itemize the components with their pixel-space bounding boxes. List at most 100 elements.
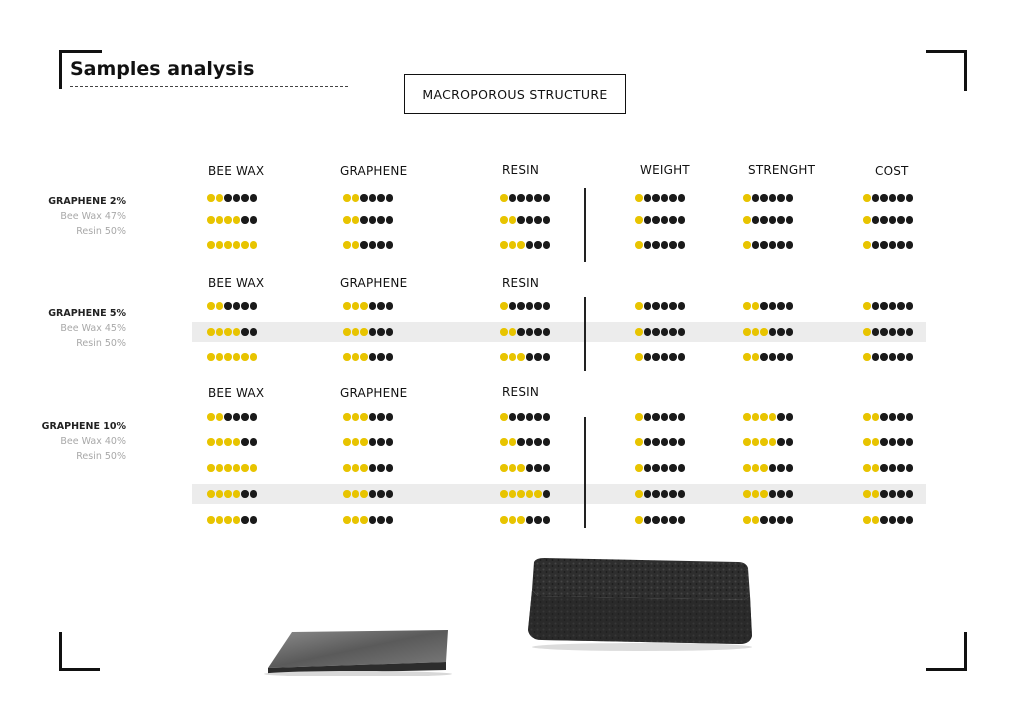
rating-dot-empty	[525, 413, 533, 421]
rating-dot-empty	[652, 413, 660, 421]
rating-dot-empty	[751, 241, 759, 249]
rating-dot-filled	[351, 194, 359, 202]
rating-dot-empty	[888, 216, 896, 224]
rating-dot-empty	[768, 241, 776, 249]
rating-dot-empty	[368, 438, 376, 446]
rating-dot-filled	[508, 328, 516, 336]
rating-bee-wax	[207, 216, 257, 224]
rating-dot-empty	[760, 216, 768, 224]
rating-dot-empty	[652, 241, 660, 249]
rating-dot-filled	[360, 353, 368, 361]
rating-dot-empty	[368, 302, 376, 310]
rating-dot-empty	[660, 464, 668, 472]
rating-dot-empty	[888, 413, 896, 421]
rating-dot-empty	[871, 302, 879, 310]
group-name: GRAPHENE 10%	[41, 421, 126, 432]
rating-dot-filled	[351, 353, 359, 361]
rating-dot-empty	[241, 194, 249, 202]
rating-dot-filled	[743, 241, 751, 249]
rating-dot-empty	[888, 516, 896, 524]
rating-dot-filled	[635, 413, 643, 421]
rating-strength	[743, 216, 793, 224]
rating-dot-empty	[669, 353, 677, 361]
group-bee-wax-share: Bee Wax 45%	[60, 323, 126, 334]
rating-dot-empty	[905, 413, 913, 421]
rating-dot-filled	[768, 413, 776, 421]
rating-dot-filled	[343, 302, 351, 310]
rating-dot-filled	[249, 464, 257, 472]
rating-dot-empty	[534, 194, 542, 202]
rating-resin	[500, 464, 550, 472]
header-cost: COST	[875, 164, 909, 178]
rating-dot-empty	[542, 241, 550, 249]
rating-dot-filled	[343, 438, 351, 446]
rating-dot-filled	[360, 302, 368, 310]
rating-dot-filled	[224, 241, 232, 249]
rating-dot-empty	[677, 216, 685, 224]
rating-dot-empty	[542, 216, 550, 224]
rating-dot-empty	[652, 328, 660, 336]
rating-dot-empty	[905, 464, 913, 472]
rating-dot-empty	[249, 328, 257, 336]
rating-dot-empty	[897, 194, 905, 202]
rating-dot-empty	[241, 413, 249, 421]
rating-dot-empty	[652, 438, 660, 446]
rating-dot-filled	[351, 490, 359, 498]
rating-dot-empty	[525, 353, 533, 361]
rating-dot-empty	[643, 438, 651, 446]
rating-dot-filled	[871, 438, 879, 446]
rating-dot-empty	[751, 216, 759, 224]
rating-dot-empty	[905, 490, 913, 498]
rating-dot-filled	[500, 216, 508, 224]
rating-dot-empty	[777, 328, 785, 336]
title-underline	[70, 86, 348, 87]
rating-dot-empty	[249, 490, 257, 498]
rating-dot-empty	[669, 464, 677, 472]
rating-resin	[500, 328, 550, 336]
rating-dot-empty	[888, 353, 896, 361]
rating-dot-empty	[224, 413, 232, 421]
rating-dot-empty	[760, 194, 768, 202]
rating-cost	[863, 241, 913, 249]
rating-weight	[635, 413, 685, 421]
rating-dot-empty	[677, 353, 685, 361]
rating-dot-filled	[207, 328, 215, 336]
divider-graphene-2	[584, 188, 586, 262]
rating-dot-empty	[660, 194, 668, 202]
rating-dot-filled	[500, 194, 508, 202]
rating-dot-empty	[897, 490, 905, 498]
rating-dot-filled	[751, 413, 759, 421]
rating-dot-filled	[743, 302, 751, 310]
rating-graphene	[343, 216, 393, 224]
rating-dot-empty	[643, 328, 651, 336]
rating-dot-empty	[888, 328, 896, 336]
rating-dot-filled	[863, 328, 871, 336]
rating-dot-empty	[232, 194, 240, 202]
rating-dot-filled	[215, 516, 223, 524]
rating-dot-filled	[500, 516, 508, 524]
rating-dot-filled	[215, 241, 223, 249]
rating-cost	[863, 490, 913, 498]
rating-dot-empty	[368, 194, 376, 202]
highlight-band-graphene-5	[192, 322, 926, 342]
rating-dot-filled	[751, 438, 759, 446]
rating-dot-empty	[785, 516, 793, 524]
header-bee-wax-g3: BEE WAX	[208, 386, 265, 400]
thin-sample-photo	[264, 630, 452, 676]
rating-dot-empty	[880, 216, 888, 224]
rating-dot-empty	[897, 438, 905, 446]
rating-dot-filled	[249, 241, 257, 249]
rating-dot-empty	[542, 438, 550, 446]
rating-dot-empty	[241, 216, 249, 224]
rating-dot-filled	[635, 328, 643, 336]
rating-strength	[743, 353, 793, 361]
rating-dot-filled	[635, 302, 643, 310]
rating-dot-empty	[785, 328, 793, 336]
rating-dot-filled	[207, 490, 215, 498]
group-name: GRAPHENE 5%	[48, 308, 126, 319]
rating-dot-empty	[768, 302, 776, 310]
rating-dot-empty	[360, 194, 368, 202]
rating-dot-empty	[368, 464, 376, 472]
rating-dot-empty	[542, 490, 550, 498]
rating-dot-empty	[508, 194, 516, 202]
